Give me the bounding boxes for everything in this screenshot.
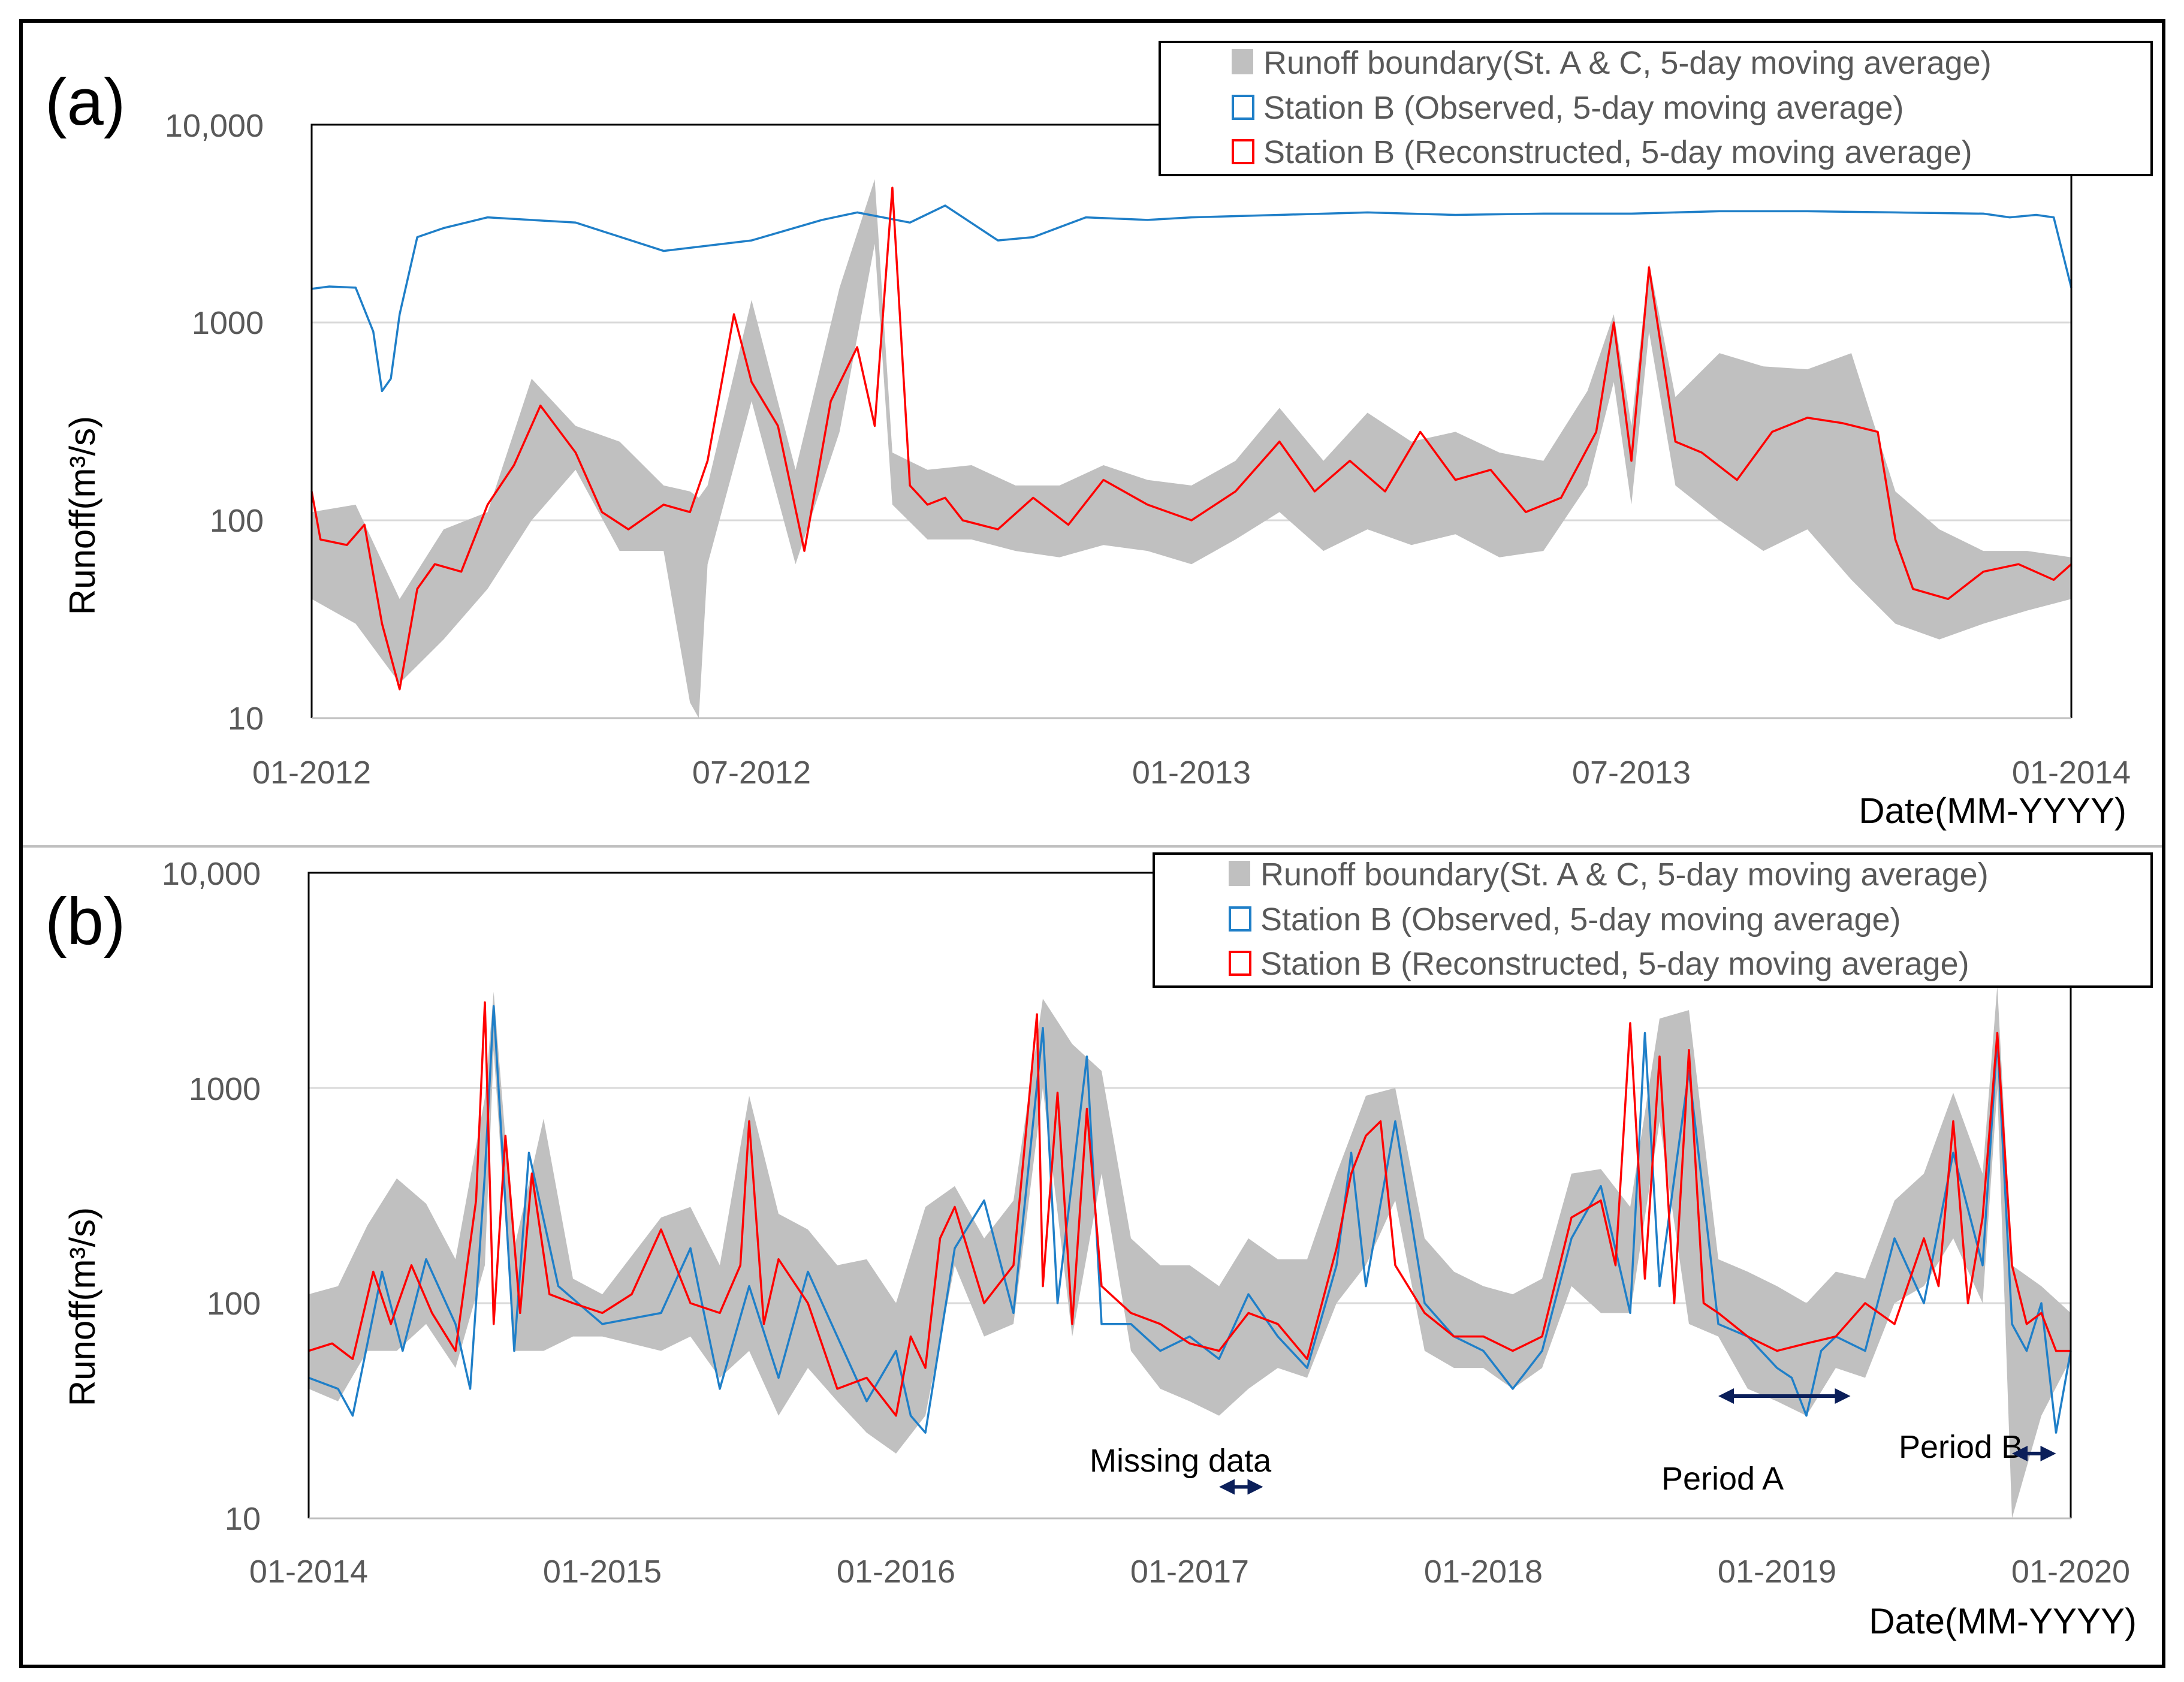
x-tick-label: 01-2020 [2011, 1554, 2130, 1590]
y-tick-label: 10,000 [165, 108, 264, 144]
panel-b-x-tick-labels: 01-2014 01-2015 01-2016 01-2017 01-2018 … [249, 1554, 2130, 1590]
legend-label-boundary: Runoff boundary(St. A & C, 5-day moving … [1263, 45, 1992, 81]
legend-swatch-boundary [1229, 861, 1250, 886]
legend-label-reconstructed: Station B (Reconstructed, 5-day moving a… [1260, 946, 1969, 982]
legend-swatch-reconstructed [1232, 139, 1254, 164]
y-tick-label: 10 [228, 701, 264, 737]
panel-a-y-tick-labels: 10 100 1000 10,000 [165, 108, 264, 737]
legend-swatch-observed [1232, 95, 1254, 120]
x-tick-label: 01-2012 [252, 755, 371, 791]
panel-a-series-lines [310, 186, 2073, 691]
x-tick-label: 01-2013 [1132, 755, 1251, 791]
y-tick-label: 1000 [192, 305, 264, 341]
legend-box [1153, 852, 2153, 988]
arrow-head-left [2012, 1445, 2028, 1461]
legend-swatch-observed [1229, 906, 1251, 932]
series-observed-line [311, 204, 2073, 393]
panel-b-boundary-band [309, 985, 2071, 1518]
arrow-missing-data [1219, 1479, 1263, 1495]
series-runoff-boundary-band [312, 179, 2071, 718]
figure-outer-border [19, 19, 2165, 1668]
legend-swatch-boundary [1232, 49, 1253, 74]
panel-b-legend: Runoff boundary(St. A & C, 5-day moving … [1153, 852, 2153, 988]
x-tick-label: 01-2019 [1718, 1554, 1836, 1590]
panel-a-boundary-band [312, 179, 2071, 718]
panel-a-x-tick-labels: 01-2012 07-2012 01-2013 07-2013 01-2014 [252, 755, 2131, 791]
x-tick-label: 01-2018 [1424, 1554, 1543, 1590]
x-tick-label: 01-2017 [1130, 1554, 1249, 1590]
x-tick-label: 01-2014 [249, 1554, 368, 1590]
arrow-head-left [1718, 1388, 1734, 1404]
panel-a-x-axis-title: Date(MM-YYYY) [1859, 791, 2126, 831]
x-tick-label: 01-2015 [543, 1554, 662, 1590]
series-reconstructed-line [310, 186, 2073, 691]
annotation-period-a: Period A [1661, 1461, 1784, 1497]
panel-b-y-axis-title: Runoff(m³/s) [62, 1207, 102, 1406]
x-tick-label: 07-2012 [692, 755, 811, 791]
series-reconstructed-line [308, 1001, 2071, 1417]
arrow-head-right [1247, 1479, 1263, 1495]
arrow-head-right [1835, 1388, 1851, 1404]
series-observed-line [308, 1005, 2072, 1434]
panel-b-chart: (b) 10 100 1000 10,000 01-2014 01-2015 0… [45, 852, 2153, 1641]
legend-box [1159, 41, 2153, 176]
x-tick-label: 01-2014 [2012, 755, 2131, 791]
panel-a-y-axis-title: Runoff(m³/s) [62, 416, 102, 615]
panel-a-label: (a) [45, 65, 125, 139]
arrow-head-left [1219, 1479, 1235, 1495]
panel-b-label: (b) [45, 885, 125, 958]
y-tick-label: 100 [210, 503, 264, 539]
x-tick-label: 07-2013 [1572, 755, 1691, 791]
x-tick-label: 01-2016 [837, 1554, 955, 1590]
y-tick-label: 100 [207, 1286, 261, 1322]
arrow-period-b [2012, 1445, 2056, 1461]
panel-b-series-lines [308, 1001, 2072, 1434]
arrow-head-right [2040, 1445, 2056, 1461]
panel-b-y-tick-labels: 10 100 1000 10,000 [162, 856, 261, 1537]
panel-b-annotations: Missing data Period A Period B [1090, 1388, 2056, 1497]
legend-label-reconstructed: Station B (Reconstructed, 5-day moving a… [1263, 134, 1972, 170]
y-tick-label: 10 [225, 1501, 261, 1537]
panel-a-legend: Runoff boundary(St. A & C, 5-day moving … [1159, 41, 2153, 176]
annotation-period-b: Period B [1899, 1429, 2023, 1465]
legend-swatch-reconstructed [1229, 951, 1251, 976]
legend-label-observed: Station B (Observed, 5-day moving averag… [1260, 902, 1901, 938]
legend-label-observed: Station B (Observed, 5-day moving averag… [1263, 90, 1904, 126]
legend-label-boundary: Runoff boundary(St. A & C, 5-day moving … [1260, 857, 1989, 893]
series-runoff-boundary-band [309, 985, 2071, 1518]
y-tick-label: 10,000 [162, 856, 261, 892]
arrow-period-a [1718, 1388, 1851, 1404]
panel-a-chart: (a) 10 100 1000 10,000 01-2012 07-2012 0… [45, 41, 2153, 831]
annotation-missing-data: Missing data [1090, 1443, 1272, 1479]
panel-b-x-axis-title: Date(MM-YYYY) [1869, 1601, 2137, 1641]
y-tick-label: 1000 [189, 1071, 261, 1107]
